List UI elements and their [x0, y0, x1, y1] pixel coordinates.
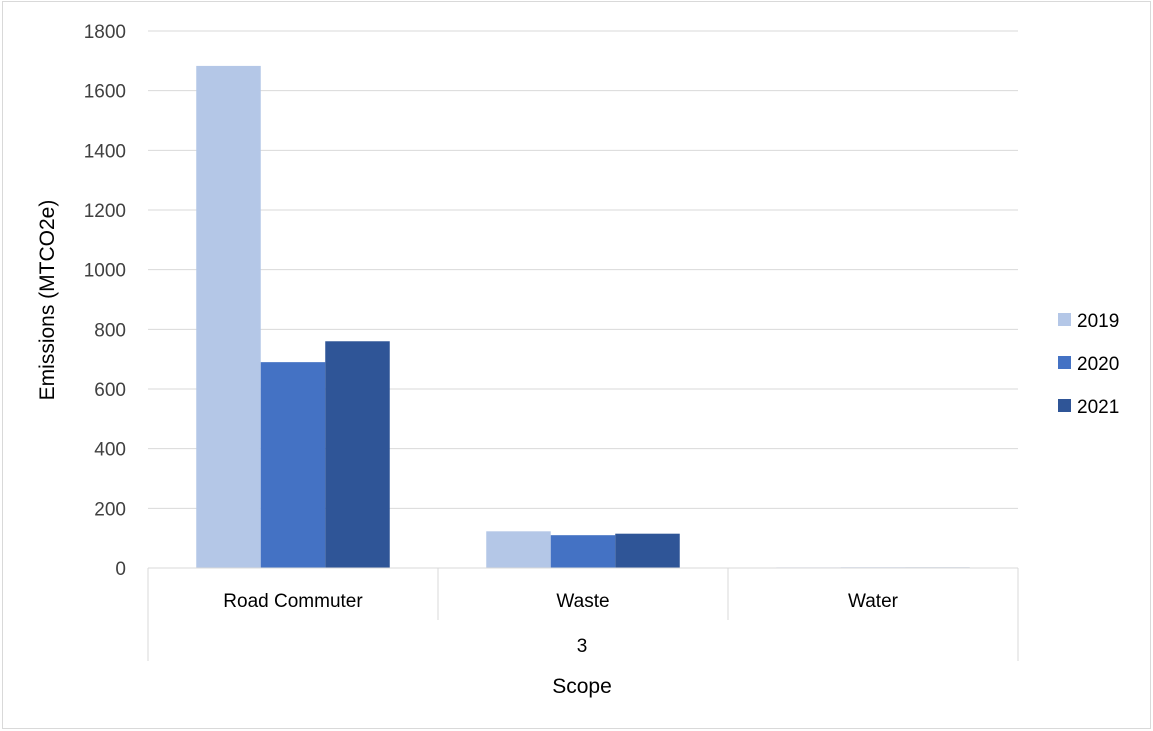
bar-2019: [486, 531, 551, 568]
legend-swatch: [1058, 356, 1071, 369]
legend-label: 2020: [1077, 354, 1119, 375]
bar-2020: [550, 535, 616, 568]
bar-2021: [325, 341, 390, 568]
legend-label: 2019: [1077, 311, 1119, 332]
y-tick-label: 600: [94, 380, 126, 401]
y-tick-label: 400: [94, 440, 126, 461]
legend-swatch: [1058, 313, 1071, 326]
y-tick-label: 1400: [84, 141, 126, 162]
y-tick-label: 200: [94, 499, 126, 520]
y-tick-label: 800: [94, 320, 126, 341]
legend: 2019 2020 2021: [1058, 311, 1119, 418]
category-label: Water: [848, 591, 899, 612]
legend-swatch: [1058, 399, 1071, 412]
category-label: Road Commuter: [223, 591, 363, 612]
y-tick-label: 1200: [84, 201, 126, 222]
scope-group-label: 3: [577, 636, 588, 657]
legend-label: 2021: [1077, 397, 1119, 418]
x-axis: [147, 567, 1019, 661]
y-tick-label: 1800: [84, 22, 126, 43]
y-axis-title: Emissions (MTCO2e): [36, 200, 59, 401]
category-label: Waste: [556, 591, 609, 612]
x-axis-title: Scope: [552, 675, 612, 698]
y-axis-ticks: 0 200 400 600 800 1000 1200 1400 1600 1800: [84, 22, 126, 580]
bars: [196, 65, 970, 568]
x-axis-categories: Road Commuter Waste Water: [223, 591, 898, 612]
y-tick-label: 1000: [84, 261, 126, 282]
y-tick-label: 0: [115, 559, 126, 580]
bar-2020: [260, 362, 326, 568]
y-tick-label: 1600: [84, 82, 126, 103]
bar-2019: [196, 65, 261, 568]
bar-2021: [615, 533, 680, 568]
